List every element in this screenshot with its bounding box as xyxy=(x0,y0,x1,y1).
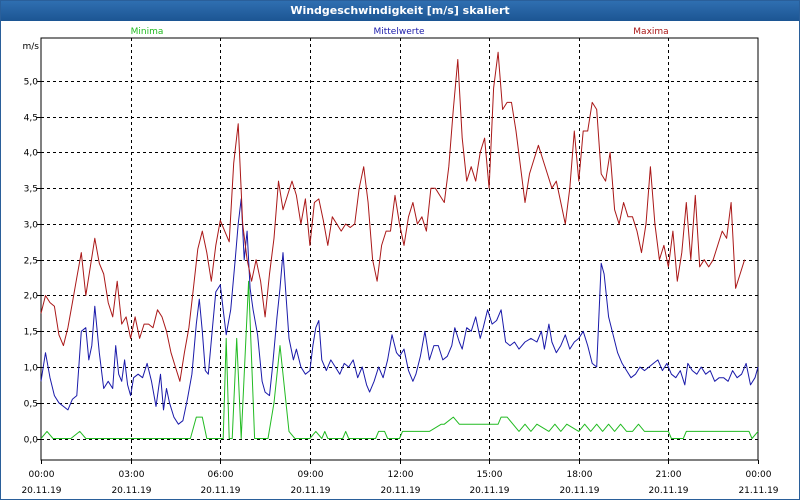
x-tick-time-label: 00:00 xyxy=(746,470,772,480)
window-title: Windgeschwindigkeit [m/s] skaliert xyxy=(1,1,799,21)
legend-label-minima: Minima xyxy=(131,27,164,37)
x-tick-date-label: 21.11.19 xyxy=(738,486,778,496)
y-tick-label: 4,5 xyxy=(24,114,38,124)
x-tick-time-label: 03:00 xyxy=(119,470,145,480)
series-line-minima xyxy=(40,280,759,439)
y-tick-label: 1,5 xyxy=(24,328,38,338)
x-tick-date-label: 20.11.19 xyxy=(290,486,330,496)
legend-label-mittelwerte: Mittelwerte xyxy=(373,27,424,37)
y-axis-label: m/s xyxy=(23,42,40,52)
y-tick-label: 1,0 xyxy=(24,364,39,374)
x-tick-date-label: 20.11.19 xyxy=(559,486,599,496)
y-tick-label: 2,5 xyxy=(24,257,38,267)
x-tick-time-label: 21:00 xyxy=(656,470,682,480)
x-tick-date-label: 20.11.19 xyxy=(648,486,688,496)
y-tick-label: 5,0 xyxy=(24,78,39,88)
x-tick-time-label: 18:00 xyxy=(567,470,593,480)
plot-area xyxy=(40,37,759,461)
y-tick-label: 3,5 xyxy=(24,185,38,195)
x-tick-time-label: 15:00 xyxy=(477,470,503,480)
x-tick-time-label: 00:00 xyxy=(29,470,55,480)
y-tick-label: 2,0 xyxy=(24,292,39,302)
x-tick-date-label: 20.11.19 xyxy=(200,486,240,496)
x-tick-date-label: 20.11.19 xyxy=(21,486,61,496)
x-tick-date-label: 20.11.19 xyxy=(111,486,151,496)
y-tick-label: 0,0 xyxy=(24,436,39,446)
series-line-mittelwerte xyxy=(40,198,759,425)
legend-label-maxima: Maxima xyxy=(633,27,668,37)
y-tick-label: 3,0 xyxy=(24,221,39,231)
x-tick-time-label: 09:00 xyxy=(298,470,324,480)
x-tick-date-label: 20.11.19 xyxy=(380,486,420,496)
x-tick-time-label: 12:00 xyxy=(388,470,414,480)
x-tick-time-label: 06:00 xyxy=(208,470,234,480)
x-tick-date-label: 20.11.19 xyxy=(469,486,509,496)
series-line-maxima xyxy=(40,51,746,382)
y-tick-label: 0,5 xyxy=(24,400,38,410)
y-tick-label: 4,0 xyxy=(24,149,39,159)
